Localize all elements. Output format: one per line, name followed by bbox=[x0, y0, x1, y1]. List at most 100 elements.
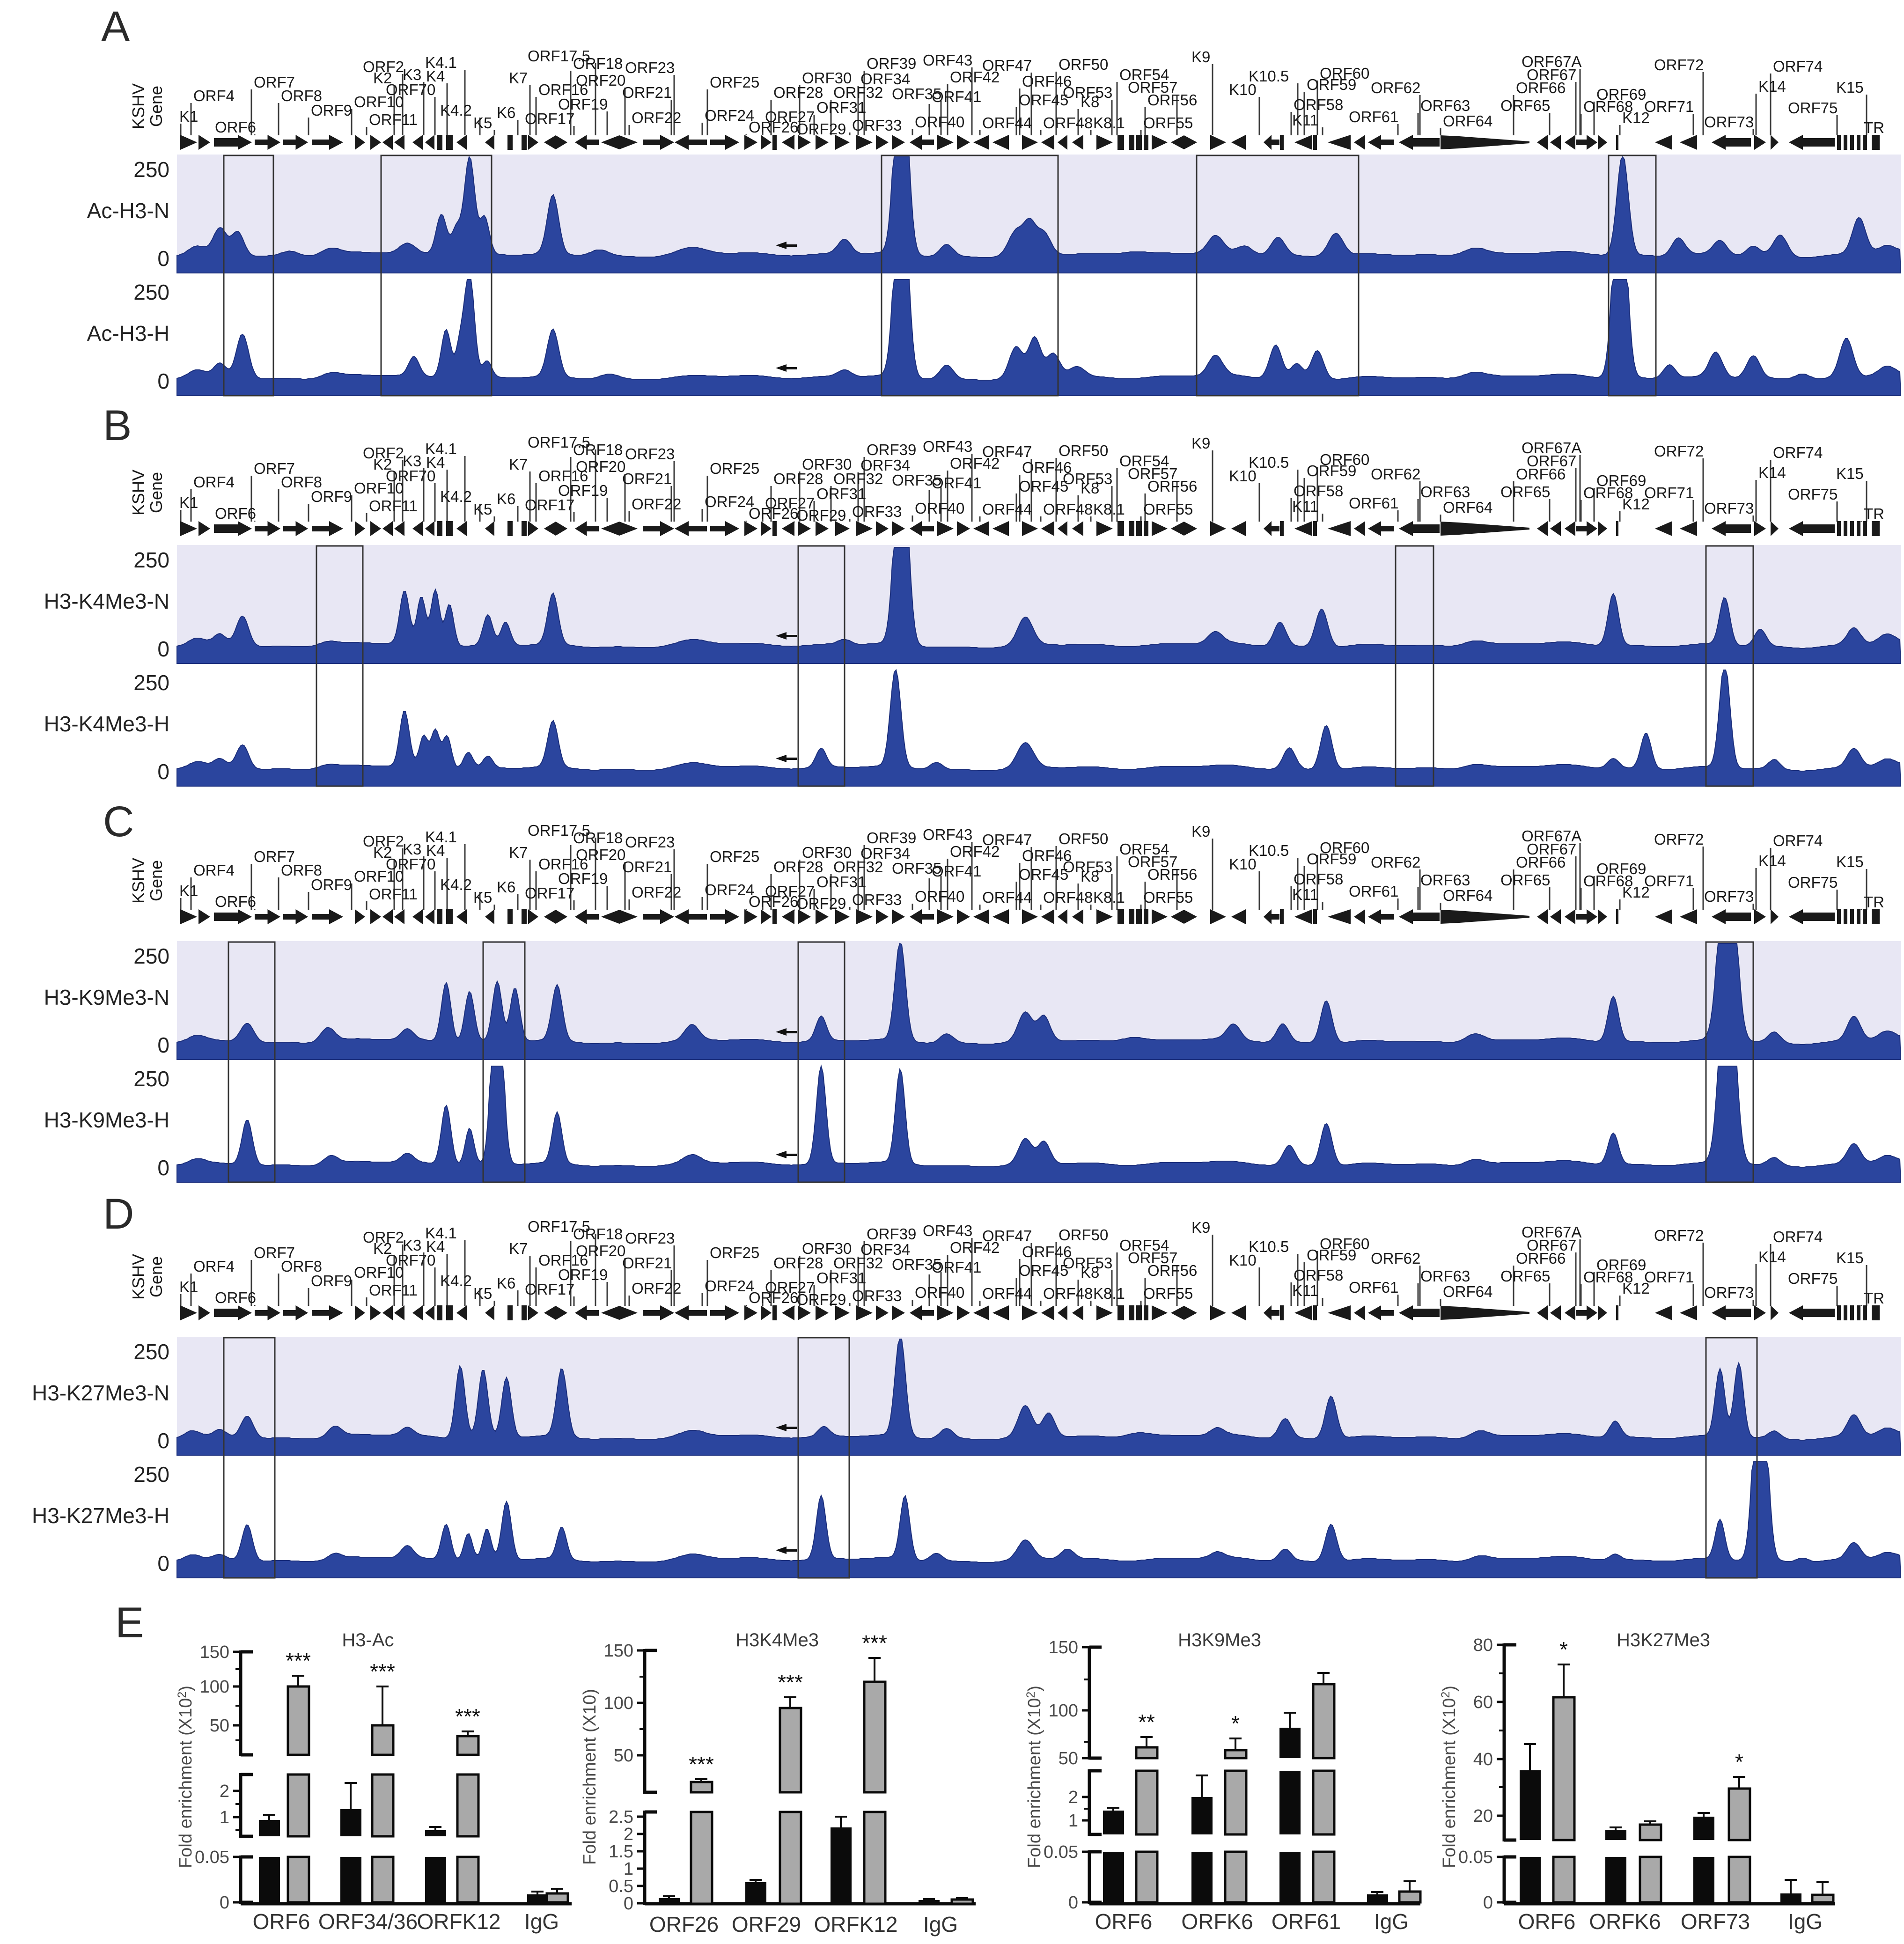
svg-text:IgG: IgG bbox=[524, 1909, 559, 1934]
svg-text:ORF61: ORF61 bbox=[1272, 1909, 1341, 1934]
svg-text:ORF34/36: ORF34/36 bbox=[318, 1909, 418, 1934]
svg-text:Fold enrichment (X102): Fold enrichment (X102) bbox=[1439, 1686, 1459, 1868]
svg-text:0: 0 bbox=[1483, 1893, 1493, 1913]
svg-text:1: 1 bbox=[220, 1808, 229, 1827]
svg-text:ORF29: ORF29 bbox=[732, 1912, 801, 1937]
svg-text:0: 0 bbox=[1068, 1893, 1078, 1913]
svg-text:50: 50 bbox=[614, 1746, 633, 1766]
svg-text:50: 50 bbox=[1059, 1749, 1078, 1768]
svg-text:A: A bbox=[101, 3, 130, 51]
svg-text:***: *** bbox=[689, 1752, 714, 1776]
svg-text:ORFK6: ORFK6 bbox=[1181, 1909, 1253, 1934]
svg-text:***: *** bbox=[778, 1670, 803, 1694]
svg-text:H3K4Me3: H3K4Me3 bbox=[735, 1630, 819, 1650]
svg-text:0: 0 bbox=[157, 637, 169, 661]
svg-text:ORFK12: ORFK12 bbox=[417, 1909, 501, 1934]
svg-text:ORF6: ORF6 bbox=[253, 1909, 310, 1934]
svg-text:60: 60 bbox=[1473, 1693, 1493, 1712]
svg-text:IgG: IgG bbox=[1788, 1909, 1823, 1934]
svg-text:ORF73: ORF73 bbox=[1681, 1909, 1750, 1934]
svg-text:40: 40 bbox=[1473, 1750, 1493, 1769]
svg-text:1.5: 1.5 bbox=[609, 1842, 633, 1862]
svg-text:IgG: IgG bbox=[1374, 1909, 1409, 1934]
svg-text:ORF26: ORF26 bbox=[649, 1912, 719, 1937]
svg-text:0.05: 0.05 bbox=[1458, 1848, 1493, 1867]
svg-text:250: 250 bbox=[133, 1462, 169, 1487]
svg-text:E: E bbox=[115, 1599, 144, 1647]
svg-text:250: 250 bbox=[133, 1340, 169, 1364]
svg-text:Gene: Gene bbox=[147, 860, 166, 901]
svg-text:KSHV: KSHV bbox=[129, 470, 148, 515]
svg-text:ORFK6: ORFK6 bbox=[1589, 1909, 1661, 1934]
svg-text:0: 0 bbox=[157, 369, 169, 393]
svg-text:ORFK12: ORFK12 bbox=[814, 1912, 898, 1937]
svg-text:C: C bbox=[103, 798, 134, 846]
svg-text:100: 100 bbox=[604, 1694, 633, 1713]
svg-text:*: * bbox=[1735, 1750, 1743, 1774]
svg-text:H3-K27Me3-H: H3-K27Me3-H bbox=[32, 1503, 169, 1528]
svg-text:250: 250 bbox=[133, 670, 169, 695]
svg-text:KSHV: KSHV bbox=[129, 1254, 148, 1300]
svg-text:H3K27Me3: H3K27Me3 bbox=[1617, 1630, 1710, 1650]
svg-text:Fold enrichment (X10): Fold enrichment (X10) bbox=[580, 1689, 600, 1865]
svg-text:1: 1 bbox=[624, 1859, 633, 1879]
svg-text:20: 20 bbox=[1473, 1806, 1493, 1826]
svg-text:Fold enrichment (X102): Fold enrichment (X102) bbox=[1024, 1686, 1044, 1868]
svg-text:150: 150 bbox=[1049, 1638, 1078, 1657]
svg-text:ORF6: ORF6 bbox=[1095, 1909, 1153, 1934]
svg-text:0: 0 bbox=[220, 1893, 229, 1913]
svg-text:2.5: 2.5 bbox=[609, 1807, 633, 1827]
svg-text:1: 1 bbox=[1068, 1811, 1078, 1831]
svg-text:0: 0 bbox=[624, 1894, 633, 1914]
svg-text:***: *** bbox=[455, 1704, 480, 1729]
svg-text:50: 50 bbox=[210, 1716, 229, 1736]
svg-text:Ac-H3-N: Ac-H3-N bbox=[87, 199, 169, 223]
svg-text:Ac-H3-H: Ac-H3-H bbox=[87, 321, 169, 346]
svg-text:IgG: IgG bbox=[923, 1912, 958, 1937]
svg-text:H3-Ac: H3-Ac bbox=[342, 1630, 394, 1650]
svg-text:H3K9Me3: H3K9Me3 bbox=[1178, 1630, 1261, 1650]
svg-text:KSHV: KSHV bbox=[129, 83, 148, 129]
svg-text:0.05: 0.05 bbox=[195, 1848, 229, 1867]
svg-text:250: 250 bbox=[133, 157, 169, 182]
svg-text:H3-K9Me3-H: H3-K9Me3-H bbox=[44, 1108, 169, 1132]
svg-text:H3-K9Me3-N: H3-K9Me3-N bbox=[44, 985, 169, 1009]
svg-text:H3-K4Me3-H: H3-K4Me3-H bbox=[44, 712, 169, 736]
svg-text:*: * bbox=[1231, 1711, 1240, 1736]
svg-text:Fold enrichment (X102): Fold enrichment (X102) bbox=[176, 1686, 196, 1868]
svg-text:H3-K4Me3-N: H3-K4Me3-N bbox=[44, 589, 169, 613]
svg-text:KSHV: KSHV bbox=[129, 858, 148, 904]
svg-text:ORF6: ORF6 bbox=[1518, 1909, 1576, 1934]
svg-text:Gene: Gene bbox=[147, 1256, 166, 1297]
svg-text:2: 2 bbox=[1068, 1788, 1078, 1807]
svg-text:100: 100 bbox=[200, 1677, 229, 1697]
svg-text:0.5: 0.5 bbox=[609, 1877, 633, 1896]
svg-text:0: 0 bbox=[157, 1551, 169, 1576]
svg-text:0: 0 bbox=[157, 1429, 169, 1453]
svg-text:*: * bbox=[1559, 1637, 1568, 1662]
svg-text:0: 0 bbox=[157, 246, 169, 271]
svg-text:250: 250 bbox=[133, 944, 169, 968]
svg-text:150: 150 bbox=[604, 1641, 633, 1661]
svg-text:2: 2 bbox=[624, 1825, 633, 1844]
svg-text:***: *** bbox=[370, 1659, 395, 1684]
svg-text:2: 2 bbox=[220, 1782, 229, 1801]
svg-text:80: 80 bbox=[1473, 1635, 1493, 1655]
svg-text:0: 0 bbox=[157, 759, 169, 784]
svg-text:0.05: 0.05 bbox=[1044, 1842, 1078, 1862]
svg-text:250: 250 bbox=[133, 280, 169, 304]
svg-text:250: 250 bbox=[133, 1067, 169, 1091]
svg-text:250: 250 bbox=[133, 548, 169, 572]
svg-text:150: 150 bbox=[200, 1642, 229, 1662]
svg-text:100: 100 bbox=[1049, 1701, 1078, 1721]
svg-text:**: ** bbox=[1138, 1710, 1155, 1734]
svg-text:B: B bbox=[103, 402, 132, 449]
svg-text:D: D bbox=[103, 1190, 134, 1238]
svg-text:0: 0 bbox=[157, 1156, 169, 1180]
svg-text:0: 0 bbox=[157, 1033, 169, 1057]
svg-text:Gene: Gene bbox=[147, 86, 166, 127]
svg-text:***: *** bbox=[286, 1649, 311, 1673]
svg-text:Gene: Gene bbox=[147, 472, 166, 513]
svg-text:***: *** bbox=[862, 1631, 887, 1655]
svg-text:H3-K27Me3-N: H3-K27Me3-N bbox=[32, 1381, 169, 1405]
